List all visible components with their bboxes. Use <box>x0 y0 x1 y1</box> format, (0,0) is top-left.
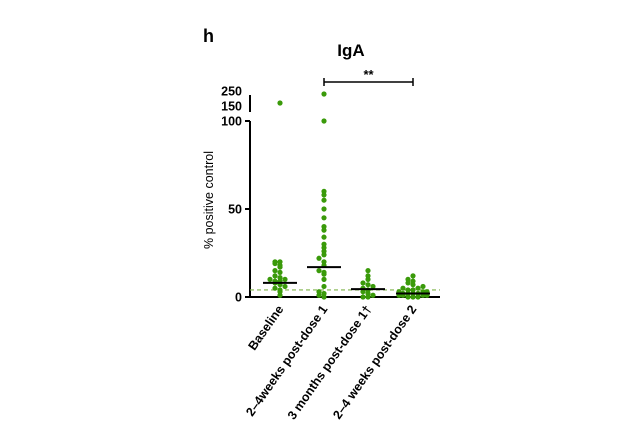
x-tick-label: 2–4weeks post-dose 1 <box>243 303 330 419</box>
data-point <box>321 259 327 265</box>
x-tick-label: 2–4 weeks post-dose 2 <box>330 303 419 422</box>
data-point <box>365 268 371 274</box>
data-point <box>321 283 327 290</box>
data-point <box>370 292 376 298</box>
data-point <box>321 215 327 221</box>
y-tick-label: 0 <box>235 291 242 305</box>
data-point <box>400 285 406 291</box>
data-point <box>321 290 327 297</box>
data-point <box>277 259 283 265</box>
data-point <box>272 268 278 274</box>
y-tick-label: 150 <box>221 100 242 114</box>
data-point <box>410 273 416 279</box>
data-point <box>370 283 376 290</box>
data-point <box>282 276 288 282</box>
data-point <box>365 273 371 279</box>
data-point <box>321 241 327 247</box>
data-point <box>316 255 322 261</box>
data-point <box>282 283 288 290</box>
data-point <box>272 285 278 291</box>
data-point <box>360 294 366 300</box>
data-point <box>321 206 327 212</box>
y-tick-label: 50 <box>228 203 242 217</box>
data-point <box>360 280 366 286</box>
data-point <box>405 276 411 282</box>
data-point <box>272 259 278 265</box>
significance-label: ** <box>363 67 374 82</box>
data-point <box>420 283 426 290</box>
data-point <box>410 287 416 293</box>
data-point <box>410 278 416 284</box>
data-point <box>321 91 327 97</box>
data-point <box>316 268 322 274</box>
data-point <box>321 234 327 240</box>
y-tick-label: 100 <box>221 115 242 129</box>
data-point <box>365 282 371 288</box>
data-point <box>321 188 327 194</box>
data-point <box>321 118 327 124</box>
data-point <box>321 224 327 230</box>
data-point <box>321 276 327 282</box>
data-point <box>277 100 283 106</box>
data-point <box>272 273 278 279</box>
x-tick-label: 3 months post-dose 1† <box>285 303 375 423</box>
data-point <box>321 269 327 275</box>
panel-letter: h <box>203 26 214 46</box>
data-point <box>277 275 283 281</box>
data-point <box>316 289 322 295</box>
data-point <box>405 287 411 293</box>
x-tick-label: Baseline <box>245 303 286 353</box>
data-point <box>277 269 283 275</box>
y-tick-label: 250 <box>221 85 242 99</box>
data-point <box>277 287 283 293</box>
chart-title: IgA <box>337 41 364 60</box>
data-point <box>267 276 273 282</box>
data-point <box>415 285 421 291</box>
data-point <box>321 197 327 203</box>
y-axis-label: % positive control <box>202 151 216 249</box>
